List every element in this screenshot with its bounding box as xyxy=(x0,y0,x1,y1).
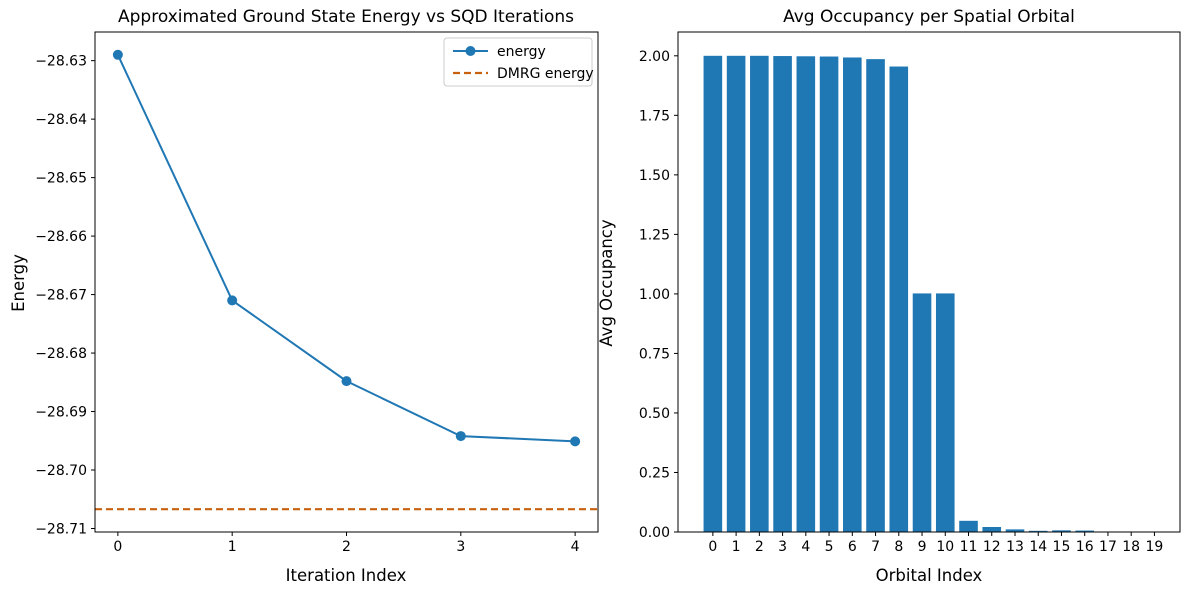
legend-marker-sample xyxy=(465,46,476,56)
occupancy-bar xyxy=(843,57,862,532)
y-tick-label: −28.66 xyxy=(35,229,87,245)
x-tick-label: 19 xyxy=(1146,539,1164,555)
y-tick-label: 2.00 xyxy=(639,49,670,65)
occupancy-bar xyxy=(1075,530,1095,532)
right-chart-ylabel: Avg Occupancy xyxy=(597,219,616,347)
y-tick-label: 0.25 xyxy=(639,465,670,481)
x-tick-label: 16 xyxy=(1076,539,1094,555)
y-tick-label: 1.75 xyxy=(639,108,670,124)
x-tick-label: 10 xyxy=(936,539,954,555)
y-tick-label: −28.67 xyxy=(35,288,87,304)
occupancy-bar-plot-area: 0.000.250.500.751.001.251.501.752.000 1 2 3… xyxy=(639,31,1181,555)
occupancy-bar xyxy=(819,56,839,533)
occupancy-bar xyxy=(935,293,955,532)
x-tick-label: 2 xyxy=(342,539,351,555)
x-tick-label: 15 xyxy=(1053,539,1071,555)
left-chart-xlabel: Iteration Index xyxy=(286,566,407,585)
occupancy-bar xyxy=(912,293,932,532)
energy-data-point xyxy=(341,376,352,387)
y-tick-label: −28.68 xyxy=(35,346,87,362)
occupancy-bar xyxy=(796,56,816,533)
y-tick-label: 1.50 xyxy=(639,168,670,184)
energy-line-plot-area: −28.63 −28.64 −28.65 −28.66 −28.67 −28.68 −28.… xyxy=(35,31,599,555)
y-tick-label: 0.00 xyxy=(639,525,670,541)
x-tick-label: 3 xyxy=(456,539,465,555)
occupancy-bar xyxy=(959,520,978,532)
x-tick-label: 13 xyxy=(1006,539,1024,555)
occupancy-bar xyxy=(773,56,792,533)
energy-data-point xyxy=(570,436,581,447)
x-tick-label: 14 xyxy=(1029,539,1047,555)
x-tick-label: 4 xyxy=(571,539,580,555)
plot-border xyxy=(677,31,1181,533)
x-tick-label: 12 xyxy=(983,539,1001,555)
legend-label: energy xyxy=(497,44,546,60)
legend-label: DMRG energy xyxy=(497,66,594,82)
occupancy-bar xyxy=(1028,530,1048,532)
x-tick-label: 1 xyxy=(732,539,741,555)
y-tick-label: 1.25 xyxy=(639,227,670,243)
left-chart-title: Approximated Ground State Energy vs SQD … xyxy=(118,7,574,27)
x-tick-label: 0 xyxy=(113,539,122,555)
occupancy-bar xyxy=(1005,529,1025,532)
x-tick-label: 9 xyxy=(918,539,927,555)
y-tick-label: −28.65 xyxy=(35,171,87,187)
x-tick-label: 5 xyxy=(825,539,834,555)
right-chart-xlabel: Orbital Index xyxy=(876,566,983,585)
energy-data-point xyxy=(227,295,238,306)
occupancy-bar xyxy=(866,59,885,533)
occupancy-bar xyxy=(726,55,746,533)
x-tick-label: 7 xyxy=(871,539,880,555)
y-tick-label: −28.63 xyxy=(35,54,87,70)
occupancy-bar xyxy=(982,527,1002,532)
energy-data-point xyxy=(112,49,123,60)
y-tick-label: −28.64 xyxy=(35,112,87,128)
x-tick-label: 17 xyxy=(1099,539,1117,555)
x-tick-label: 4 xyxy=(801,539,810,555)
y-tick-label: −28.69 xyxy=(35,405,87,421)
y-tick-label: 1.00 xyxy=(639,287,670,303)
left-chart-ylabel: Energy xyxy=(9,254,28,312)
y-tick-label: 0.50 xyxy=(639,406,670,422)
occupancy-bar xyxy=(1052,530,1071,532)
x-tick-label: 18 xyxy=(1122,539,1140,555)
occupancy-bar xyxy=(703,55,723,533)
y-tick-label: 0.75 xyxy=(639,346,670,362)
x-tick-label: 6 xyxy=(848,539,857,555)
y-tick-label: −28.71 xyxy=(35,521,87,537)
x-tick-label: 0 xyxy=(708,539,717,555)
x-tick-label: 3 xyxy=(778,539,787,555)
right-chart-title: Avg Occupancy per Spatial Orbital xyxy=(783,7,1075,27)
x-tick-label: 2 xyxy=(755,539,764,555)
occupancy-bar xyxy=(750,55,769,533)
x-tick-label: 1 xyxy=(228,539,237,555)
x-tick-label: 8 xyxy=(894,539,903,555)
occupancy-bar xyxy=(889,66,909,533)
plot-border xyxy=(94,31,599,533)
y-tick-label: −28.70 xyxy=(35,463,87,479)
x-tick-label: 11 xyxy=(960,539,978,555)
energy-data-point xyxy=(455,431,466,442)
